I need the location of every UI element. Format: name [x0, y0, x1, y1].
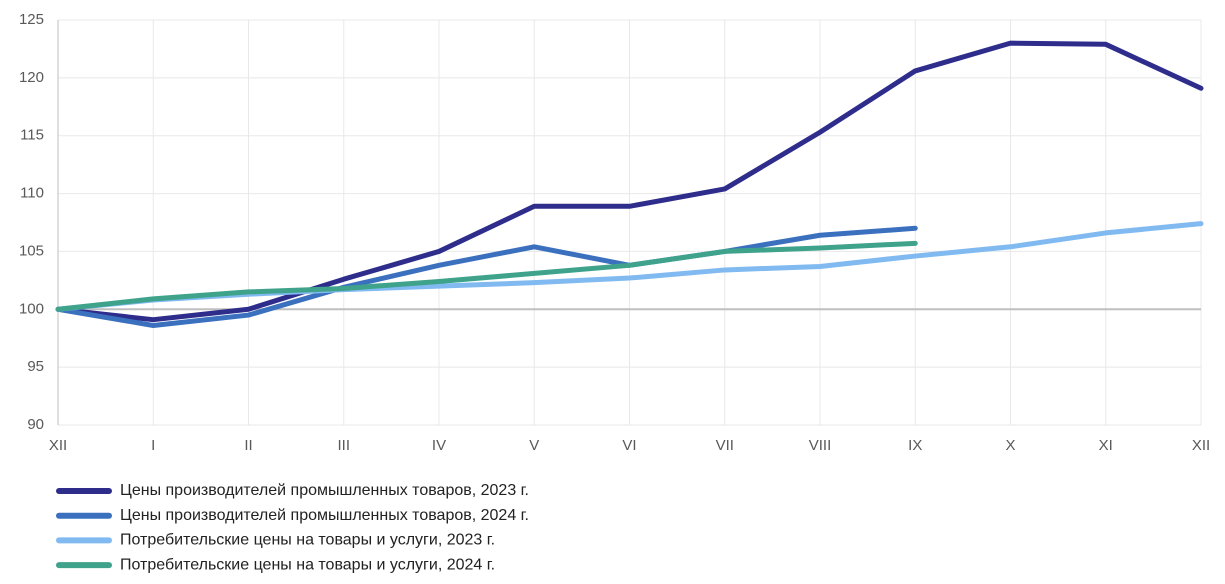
y-tick-label: 100: [19, 300, 44, 317]
x-tick-label: VII: [716, 437, 734, 454]
x-tick-label: IV: [432, 437, 446, 454]
legend-label: Цены производителей промышленных товаров…: [120, 482, 529, 499]
x-tick-label: II: [244, 437, 252, 454]
legend-label: Цены производителей промышленных товаров…: [120, 507, 529, 524]
y-tick-label: 110: [20, 185, 44, 202]
y-tick-label: 90: [27, 416, 44, 433]
y-tick-label: 105: [19, 242, 44, 259]
y-tick-label: 120: [19, 69, 44, 86]
x-tick-label: I: [151, 437, 155, 454]
line-series: [55, 40, 1204, 323]
x-tick-label: VIII: [809, 437, 832, 454]
x-tick-label: VI: [622, 437, 636, 454]
x-tick-label: V: [529, 437, 539, 454]
y-tick-label: 125: [19, 11, 44, 28]
x-tick-label: XII: [49, 437, 67, 454]
x-tick-label: XI: [1099, 437, 1113, 454]
line-series: [55, 225, 918, 328]
y-tick-label: 115: [20, 127, 44, 144]
x-tick-label: IX: [908, 437, 922, 454]
x-tick-label: X: [1005, 437, 1015, 454]
line-series: [55, 240, 918, 312]
x-tick-label: III: [337, 437, 350, 454]
legend-label: Потребительские цены на товары и услуги,…: [120, 532, 495, 549]
y-tick-label: 95: [27, 358, 44, 375]
x-tick-label: XII: [1192, 437, 1210, 454]
legend-label: Потребительские цены на товары и услуги,…: [120, 556, 495, 573]
